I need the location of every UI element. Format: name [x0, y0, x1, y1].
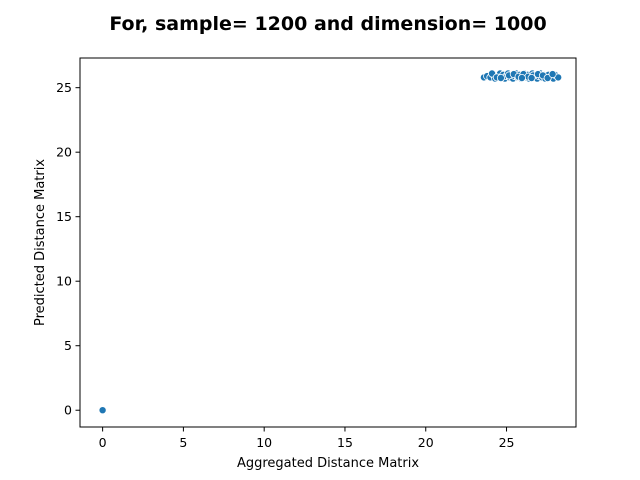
data-point — [527, 74, 536, 83]
y-tick-label: 0 — [64, 403, 72, 418]
y-tick-label: 20 — [56, 145, 72, 160]
plot-area-frame — [79, 57, 577, 428]
x-tick-label: 5 — [179, 435, 187, 450]
data-point — [517, 74, 526, 83]
x-tick-label: 20 — [418, 435, 434, 450]
y-tick-label: 10 — [56, 274, 72, 289]
chart-title: For, sample= 1200 and dimension= 1000 — [109, 13, 546, 35]
x-axis-label: Aggregated Distance Matrix — [237, 456, 419, 471]
y-axis-label: Predicted Distance Matrix — [33, 159, 48, 326]
x-axis-ticks: 0 5 10 15 20 25 — [99, 427, 515, 450]
data-point — [548, 70, 557, 79]
x-tick-label: 0 — [99, 435, 107, 450]
y-tick-label: 5 — [64, 338, 72, 353]
data-point — [98, 406, 107, 415]
data-point — [496, 74, 505, 83]
x-tick-label: 15 — [337, 435, 353, 450]
y-axis-ticks: 0 5 10 15 20 25 — [56, 80, 80, 418]
y-tick-label: 25 — [56, 80, 72, 95]
x-tick-label: 25 — [499, 435, 515, 450]
y-tick-label: 15 — [56, 209, 72, 224]
data-points — [98, 69, 563, 415]
x-tick-label: 10 — [256, 435, 272, 450]
